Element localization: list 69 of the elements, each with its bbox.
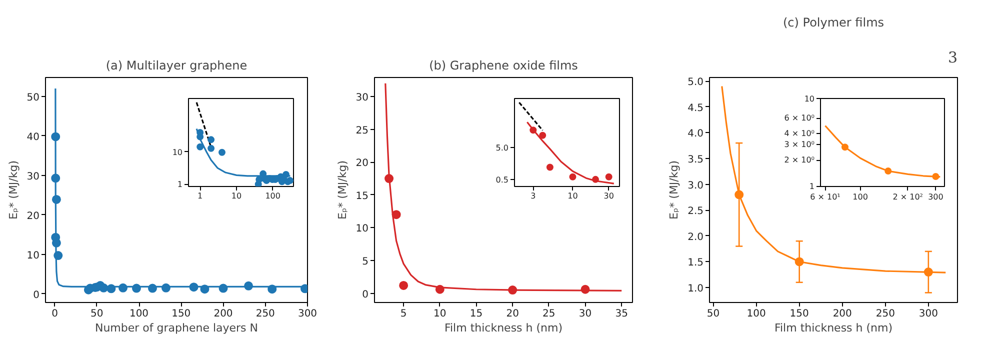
x-tick-label: 300	[918, 308, 938, 320]
x-tick-label: 50	[706, 308, 720, 320]
x-tick-label: 200	[832, 308, 852, 320]
y-tick-label: 40	[26, 132, 40, 143]
y-tick-label: 30	[356, 92, 369, 104]
x-tick-label: 10	[434, 308, 446, 320]
y-tick-label: 2.5	[688, 206, 704, 218]
x-tick-label: 150	[172, 308, 191, 320]
y-tick-label: 4.0	[688, 128, 704, 140]
y-tick-label: 4 × 10⁰	[784, 129, 814, 138]
x-axis-title: Film thickness h (nm)	[774, 322, 893, 334]
y-tick-label: 4.5	[688, 102, 704, 114]
x-tick-label: 2 × 10²	[892, 192, 924, 202]
y-tick-label: 1	[809, 182, 815, 191]
y-axis-title: Eₚ* (MJ/kg)	[668, 160, 681, 220]
chart-title: (c) Polymer films	[782, 16, 884, 30]
text: 3	[948, 48, 958, 66]
y-tick-label: 0	[33, 290, 40, 301]
x-tick-label: 0	[52, 308, 58, 320]
x-tick-label: 250	[256, 308, 275, 320]
x-tick-label: 15	[470, 308, 483, 320]
y-tick-label: 1.0	[688, 284, 704, 295]
chart-title: (a) Multilayer graphene	[106, 58, 248, 72]
y-tick-label: 50	[26, 92, 40, 104]
y-tick-label: 1.5	[688, 258, 704, 269]
x-axis-title: Number of graphene layers N	[94, 322, 258, 334]
x-tick-label: 1	[198, 192, 203, 200]
x-tick-label: 10	[231, 192, 242, 200]
y-tick-label: 10	[356, 224, 369, 235]
x-tick-label: 10	[568, 192, 578, 200]
x-tick-label: 100	[746, 308, 766, 320]
y-tick-label: 5.0	[688, 77, 704, 88]
x-tick-label: 300	[928, 192, 944, 202]
x-tick-label: 30	[578, 308, 592, 320]
x-axis-title: Film thickness h (nm)	[444, 322, 563, 334]
y-tick-label: 3.0	[688, 180, 704, 192]
y-axis-title: Eₚ* (MJ/kg)	[336, 160, 349, 220]
x-tick-label: 35	[615, 308, 628, 320]
x-tick-label: 20	[506, 308, 519, 320]
y-axis-title: Eₚ* (MJ/kg)	[6, 160, 20, 220]
x-tick-label: 6 × 10¹	[810, 192, 840, 202]
x-tick-label: 100	[265, 192, 280, 200]
x-tick-label: 250	[876, 308, 895, 320]
y-tick-label: 10	[804, 94, 815, 104]
y-tick-label: 5.0	[496, 143, 509, 152]
x-tick-label: 30	[604, 192, 614, 200]
y-tick-label: 2.0	[688, 232, 704, 243]
y-tick-label: 20	[356, 158, 369, 170]
y-tick-label: 25	[356, 125, 369, 136]
x-tick-label: 50	[90, 308, 104, 320]
y-tick-label: 10	[26, 250, 40, 262]
y-tick-label: 30	[26, 171, 40, 182]
x-tick-label: 150	[790, 308, 809, 320]
y-tick-label: 0.5	[496, 175, 509, 184]
y-tick-label: 2 × 10⁰	[784, 156, 814, 165]
x-tick-label: 5	[400, 308, 407, 320]
y-tick-label: 3.5	[688, 154, 704, 166]
x-tick-label: 25	[542, 308, 556, 320]
chart-title: (b) Graphene oxide films	[429, 58, 578, 72]
y-tick-label: 5	[362, 256, 369, 268]
x-tick-label: 100	[129, 308, 149, 320]
x-tick-label: 100	[852, 192, 868, 202]
y-tick-label: 20	[26, 210, 40, 222]
x-tick-label: 3	[530, 192, 536, 200]
y-tick-label: 0	[362, 289, 369, 300]
x-tick-label: 300	[298, 308, 318, 320]
y-tick-label: 3 × 10⁰	[784, 140, 814, 150]
x-tick-label: 200	[214, 308, 233, 320]
y-tick-label: 6 × 10⁰	[784, 114, 814, 123]
